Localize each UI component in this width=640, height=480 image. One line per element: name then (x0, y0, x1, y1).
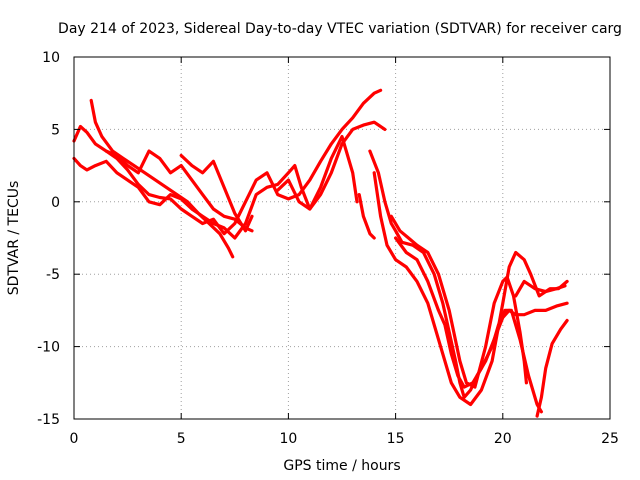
plot-frame (73, 56, 611, 420)
series-sat-m (535, 318, 569, 418)
series-sat-e (179, 153, 254, 233)
series-sat-g (357, 193, 376, 240)
x-axis-label: GPS time / hours (283, 458, 400, 474)
chart-title: Day 214 of 2023, Sidereal Day-to-day VTE… (58, 21, 622, 37)
y-axis-label: SDTVAR / TECUs (6, 181, 22, 296)
y-tick-label: -5 (46, 267, 60, 283)
axis-ticks: 0 5 10 15 20 25 -15 -10 -5 0 5 10 (37, 50, 619, 447)
series-sat-k (389, 214, 528, 389)
series-sat-c (89, 98, 235, 259)
series-sat-l (514, 279, 567, 298)
y-tick-label: 5 (51, 122, 60, 138)
series-sat-a (72, 88, 383, 236)
series-sat-i (372, 171, 569, 407)
series-sat-f (276, 135, 359, 211)
series-sat-h (368, 149, 569, 399)
y-tick-label: 0 (51, 195, 60, 211)
x-tick-label: 10 (279, 431, 297, 447)
series-sat-b (72, 120, 387, 240)
x-tick-label: 25 (601, 431, 619, 447)
y-tick-label: 10 (42, 50, 60, 66)
x-tick-label: 0 (70, 431, 79, 447)
x-tick-label: 5 (177, 431, 186, 447)
x-tick-label: 20 (494, 431, 512, 447)
data-series (72, 88, 569, 418)
y-tick-label: -10 (37, 340, 60, 356)
series-sat-d (104, 149, 254, 233)
x-tick-label: 15 (387, 431, 405, 447)
y-tick-label: -15 (37, 412, 60, 428)
gridlines (74, 57, 610, 419)
